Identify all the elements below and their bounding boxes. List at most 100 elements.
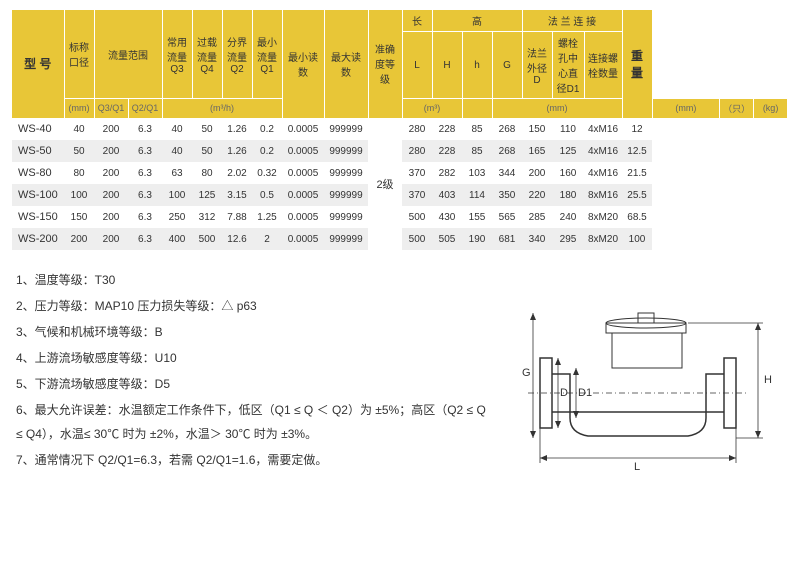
cell-q1: 0.2 <box>252 118 282 140</box>
cell-q2q1: 6.3 <box>128 228 162 250</box>
cell-dn: 50 <box>64 140 94 162</box>
cell-q1: 0.32 <box>252 162 282 184</box>
cell-G: 350 <box>492 184 522 206</box>
cell-q2q1: 6.3 <box>128 184 162 206</box>
u-m3: (m³) <box>402 99 462 119</box>
cell-q3: 100 <box>162 184 192 206</box>
dimension-diagram: G D D1 L H <box>488 268 788 478</box>
cell-model: WS-100 <box>12 184 64 206</box>
note-line: 1、温度等级：T30 <box>16 268 488 292</box>
dim-L: L <box>634 461 640 473</box>
cell-H: 430 <box>432 206 462 228</box>
cell-D1: 180 <box>552 184 584 206</box>
cell-q3q1: 200 <box>94 118 128 140</box>
cell-kg: 21.5 <box>622 162 652 184</box>
cell-D: 220 <box>522 184 552 206</box>
cell-q3: 40 <box>162 118 192 140</box>
cell-q2q1: 6.3 <box>128 118 162 140</box>
note-line: 7、通常情况下 Q2/Q1=6.3，若需 Q2/Q1=1.6，需要定做。 <box>16 448 488 472</box>
cell-maxr: 999999 <box>324 118 368 140</box>
note-line: 4、上游流场敏感度等级：U10 <box>16 346 488 370</box>
cell-model: WS-80 <box>12 162 64 184</box>
hdr-q2: 分界流量Q2 <box>222 10 252 99</box>
cell-bolts: 4xM16 <box>584 118 622 140</box>
cell-D: 200 <box>522 162 552 184</box>
cell-q2q1: 6.3 <box>128 206 162 228</box>
hdr-fd1: 螺栓孔中心直径D1 <box>552 32 584 99</box>
cell-L: 500 <box>402 206 432 228</box>
hdr-L: 长 <box>402 10 432 32</box>
cell-q2: 2.02 <box>222 162 252 184</box>
cell-q2: 7.88 <box>222 206 252 228</box>
cell-q4: 50 <box>192 140 222 162</box>
cell-dn: 150 <box>64 206 94 228</box>
dim-G: G <box>522 367 531 379</box>
cell-q1: 0.5 <box>252 184 282 206</box>
cell-H: 282 <box>432 162 462 184</box>
cell-L: 280 <box>402 118 432 140</box>
cell-h: 85 <box>462 140 492 162</box>
cell-G: 268 <box>492 118 522 140</box>
cell-G: 268 <box>492 140 522 162</box>
cell-q2: 12.6 <box>222 228 252 250</box>
cell-kg: 12 <box>622 118 652 140</box>
cell-dn: 200 <box>64 228 94 250</box>
hdr-sh: h <box>462 32 492 99</box>
cell-maxr: 999999 <box>324 162 368 184</box>
u-m3h: (m³/h) <box>162 99 282 119</box>
cell-L: 500 <box>402 228 432 250</box>
note-line: 3、气候和机械环境等级：B <box>16 320 488 344</box>
table-row: WS-40402006.340501.260.20.00059999992级28… <box>12 118 788 140</box>
hdr-q1: 最小流量Q1 <box>252 10 282 99</box>
cell-bolts: 8xM16 <box>584 184 622 206</box>
cell-model: WS-50 <box>12 140 64 162</box>
hdr-model: 型 号 <box>12 10 64 118</box>
cell-minr: 0.0005 <box>282 228 324 250</box>
hdr-fd: 法兰外径D <box>522 32 552 99</box>
cell-maxr: 999999 <box>324 206 368 228</box>
cell-D: 165 <box>522 140 552 162</box>
cell-q4: 125 <box>192 184 222 206</box>
cell-h: 114 <box>462 184 492 206</box>
cell-q1: 0.2 <box>252 140 282 162</box>
note-line: 2、压力等级：MAP10 压力损失等级：△ p63 <box>16 294 488 318</box>
cell-q2q1: 6.3 <box>128 162 162 184</box>
hdr-dn: 标称口径 <box>64 10 94 99</box>
cell-model: WS-40 <box>12 118 64 140</box>
dim-D1: D1 <box>578 387 592 399</box>
note-line: 6、最大允许误差：水温额定工作条件下，低区（Q1 ≤ Q ＜ Q2）为 ±5%；… <box>16 398 488 446</box>
hdr-weight: 重 量 <box>622 10 652 118</box>
cell-dn: 80 <box>64 162 94 184</box>
cell-kg: 25.5 <box>622 184 652 206</box>
u-mm3: (mm) <box>652 99 720 119</box>
cell-q3q1: 200 <box>94 162 128 184</box>
cell-q4: 312 <box>192 206 222 228</box>
cell-L: 370 <box>402 184 432 206</box>
cell-bolts: 8xM20 <box>584 228 622 250</box>
cell-model: WS-150 <box>12 206 64 228</box>
cell-H: 228 <box>432 118 462 140</box>
cell-maxr: 999999 <box>324 228 368 250</box>
cell-q1: 1.25 <box>252 206 282 228</box>
hdr-G: G <box>492 32 522 99</box>
cell-D1: 160 <box>552 162 584 184</box>
hdr-q4: 过载流量Q4 <box>192 10 222 99</box>
cell-D: 340 <box>522 228 552 250</box>
cell-minr: 0.0005 <box>282 140 324 162</box>
cell-bolts: 8xM20 <box>584 206 622 228</box>
cell-minr: 0.0005 <box>282 184 324 206</box>
cell-minr: 0.0005 <box>282 206 324 228</box>
u-mm2: (mm) <box>492 99 622 119</box>
cell-H: 403 <box>432 184 462 206</box>
note-line: 5、下游流场敏感度等级：D5 <box>16 372 488 396</box>
cell-D: 285 <box>522 206 552 228</box>
cell-q4: 50 <box>192 118 222 140</box>
cell-H: 505 <box>432 228 462 250</box>
dim-H: H <box>764 374 772 386</box>
cell-dn: 40 <box>64 118 94 140</box>
cell-q4: 80 <box>192 162 222 184</box>
notes-block: 1、温度等级：T302、压力等级：MAP10 压力损失等级：△ p633、气候和… <box>12 268 488 478</box>
cell-minr: 0.0005 <box>282 118 324 140</box>
cell-kg: 100 <box>622 228 652 250</box>
cell-q3: 63 <box>162 162 192 184</box>
